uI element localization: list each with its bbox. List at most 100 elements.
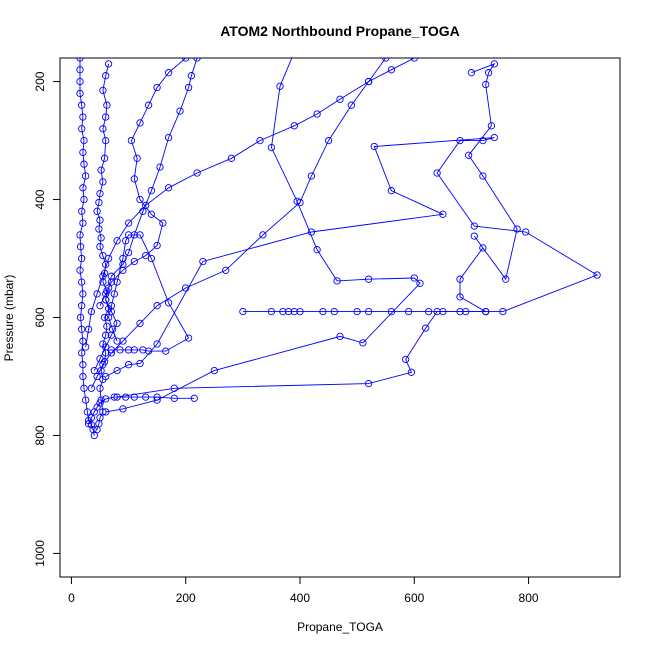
- data-point: [104, 254, 113, 263]
- data-point: [96, 243, 104, 251]
- data-point: [76, 89, 84, 98]
- x-tick-label: 800: [519, 591, 539, 605]
- data-point: [439, 210, 447, 218]
- data-point: [102, 343, 110, 351]
- data-point: [164, 69, 173, 77]
- data-point: [313, 110, 321, 118]
- data-point: [153, 241, 161, 250]
- data-point: [76, 58, 84, 62]
- data-point: [184, 83, 193, 92]
- series-10: [87, 58, 390, 392]
- data-point: [136, 319, 144, 328]
- series-line: [85, 58, 415, 348]
- data-point: [102, 395, 110, 403]
- data-point: [267, 307, 276, 316]
- data-point: [296, 198, 304, 207]
- data-point: [124, 231, 133, 239]
- data-point: [190, 394, 198, 402]
- data-point: [102, 290, 110, 298]
- data-point: [136, 359, 144, 368]
- data-point: [79, 219, 87, 227]
- data-point: [130, 175, 138, 183]
- data-point: [122, 237, 130, 245]
- data-point: [100, 313, 109, 322]
- y-tick-label: 800: [33, 425, 47, 445]
- plot-area: [59, 57, 621, 578]
- x-tick-label: 0: [68, 591, 75, 605]
- data-point: [456, 307, 464, 316]
- data-point: [79, 113, 87, 121]
- data-point: [164, 184, 173, 192]
- data-point: [502, 275, 510, 283]
- data-point: [487, 122, 496, 130]
- data-point: [119, 405, 127, 413]
- y-tick-label: 1000: [33, 540, 47, 567]
- data-point: [113, 393, 121, 401]
- data-point: [82, 172, 90, 180]
- data-point: [410, 274, 418, 282]
- data-point: [490, 133, 498, 142]
- series-1: [76, 58, 98, 440]
- data-point: [484, 69, 493, 77]
- series-11: [82, 58, 418, 351]
- data-point: [153, 83, 161, 92]
- data-point: [110, 290, 118, 298]
- series-line: [90, 58, 387, 389]
- data-point: [100, 154, 109, 162]
- data-point: [330, 307, 338, 316]
- data-point: [227, 154, 236, 162]
- series-7: [113, 60, 521, 401]
- x-tick-label: 200: [176, 591, 196, 605]
- y-tick-label: 400: [33, 189, 47, 209]
- data-point: [78, 101, 86, 109]
- data-point: [107, 331, 116, 339]
- data-point: [80, 384, 88, 392]
- x-axis-label: Propane_TOGA: [297, 620, 383, 634]
- data-point: [464, 151, 473, 159]
- data-point: [467, 69, 476, 77]
- data-point: [84, 420, 93, 428]
- data-point: [113, 278, 121, 286]
- data-point: [307, 172, 316, 180]
- data-point: [99, 178, 107, 186]
- data-point: [79, 290, 87, 298]
- data-point: [142, 251, 150, 260]
- plot-frame: [59, 57, 621, 578]
- data-point: [97, 166, 105, 174]
- data-point: [78, 349, 86, 357]
- data-point: [79, 372, 87, 381]
- series-4: [104, 231, 193, 355]
- data-point: [402, 355, 410, 364]
- data-point: [104, 313, 113, 322]
- data-point: [130, 231, 138, 239]
- data-point: [76, 266, 84, 274]
- x-tick-label: 400: [290, 591, 310, 605]
- y-tick-label: 200: [33, 71, 47, 91]
- data-point: [80, 195, 88, 204]
- data-point: [96, 399, 104, 407]
- data-point: [182, 58, 190, 62]
- data-point: [422, 324, 430, 332]
- data-point: [80, 160, 88, 168]
- data-point: [96, 302, 104, 310]
- data-point: [184, 334, 193, 342]
- data-point: [107, 278, 116, 286]
- data-point: [119, 337, 127, 345]
- data-point: [119, 266, 127, 274]
- data-point: [382, 58, 390, 62]
- data-point: [239, 307, 247, 316]
- series-3: [84, 393, 198, 428]
- data-point: [113, 337, 121, 345]
- data-point: [84, 325, 93, 333]
- data-point: [470, 232, 478, 240]
- data-point: [176, 107, 184, 115]
- data-point: [124, 219, 133, 227]
- data-point: [79, 184, 87, 192]
- data-point: [124, 346, 133, 354]
- data-point: [490, 60, 498, 68]
- data-point: [144, 101, 153, 109]
- data-point: [93, 207, 101, 215]
- data-point: [103, 322, 111, 330]
- series-line: [99, 58, 186, 306]
- data-point: [78, 302, 86, 310]
